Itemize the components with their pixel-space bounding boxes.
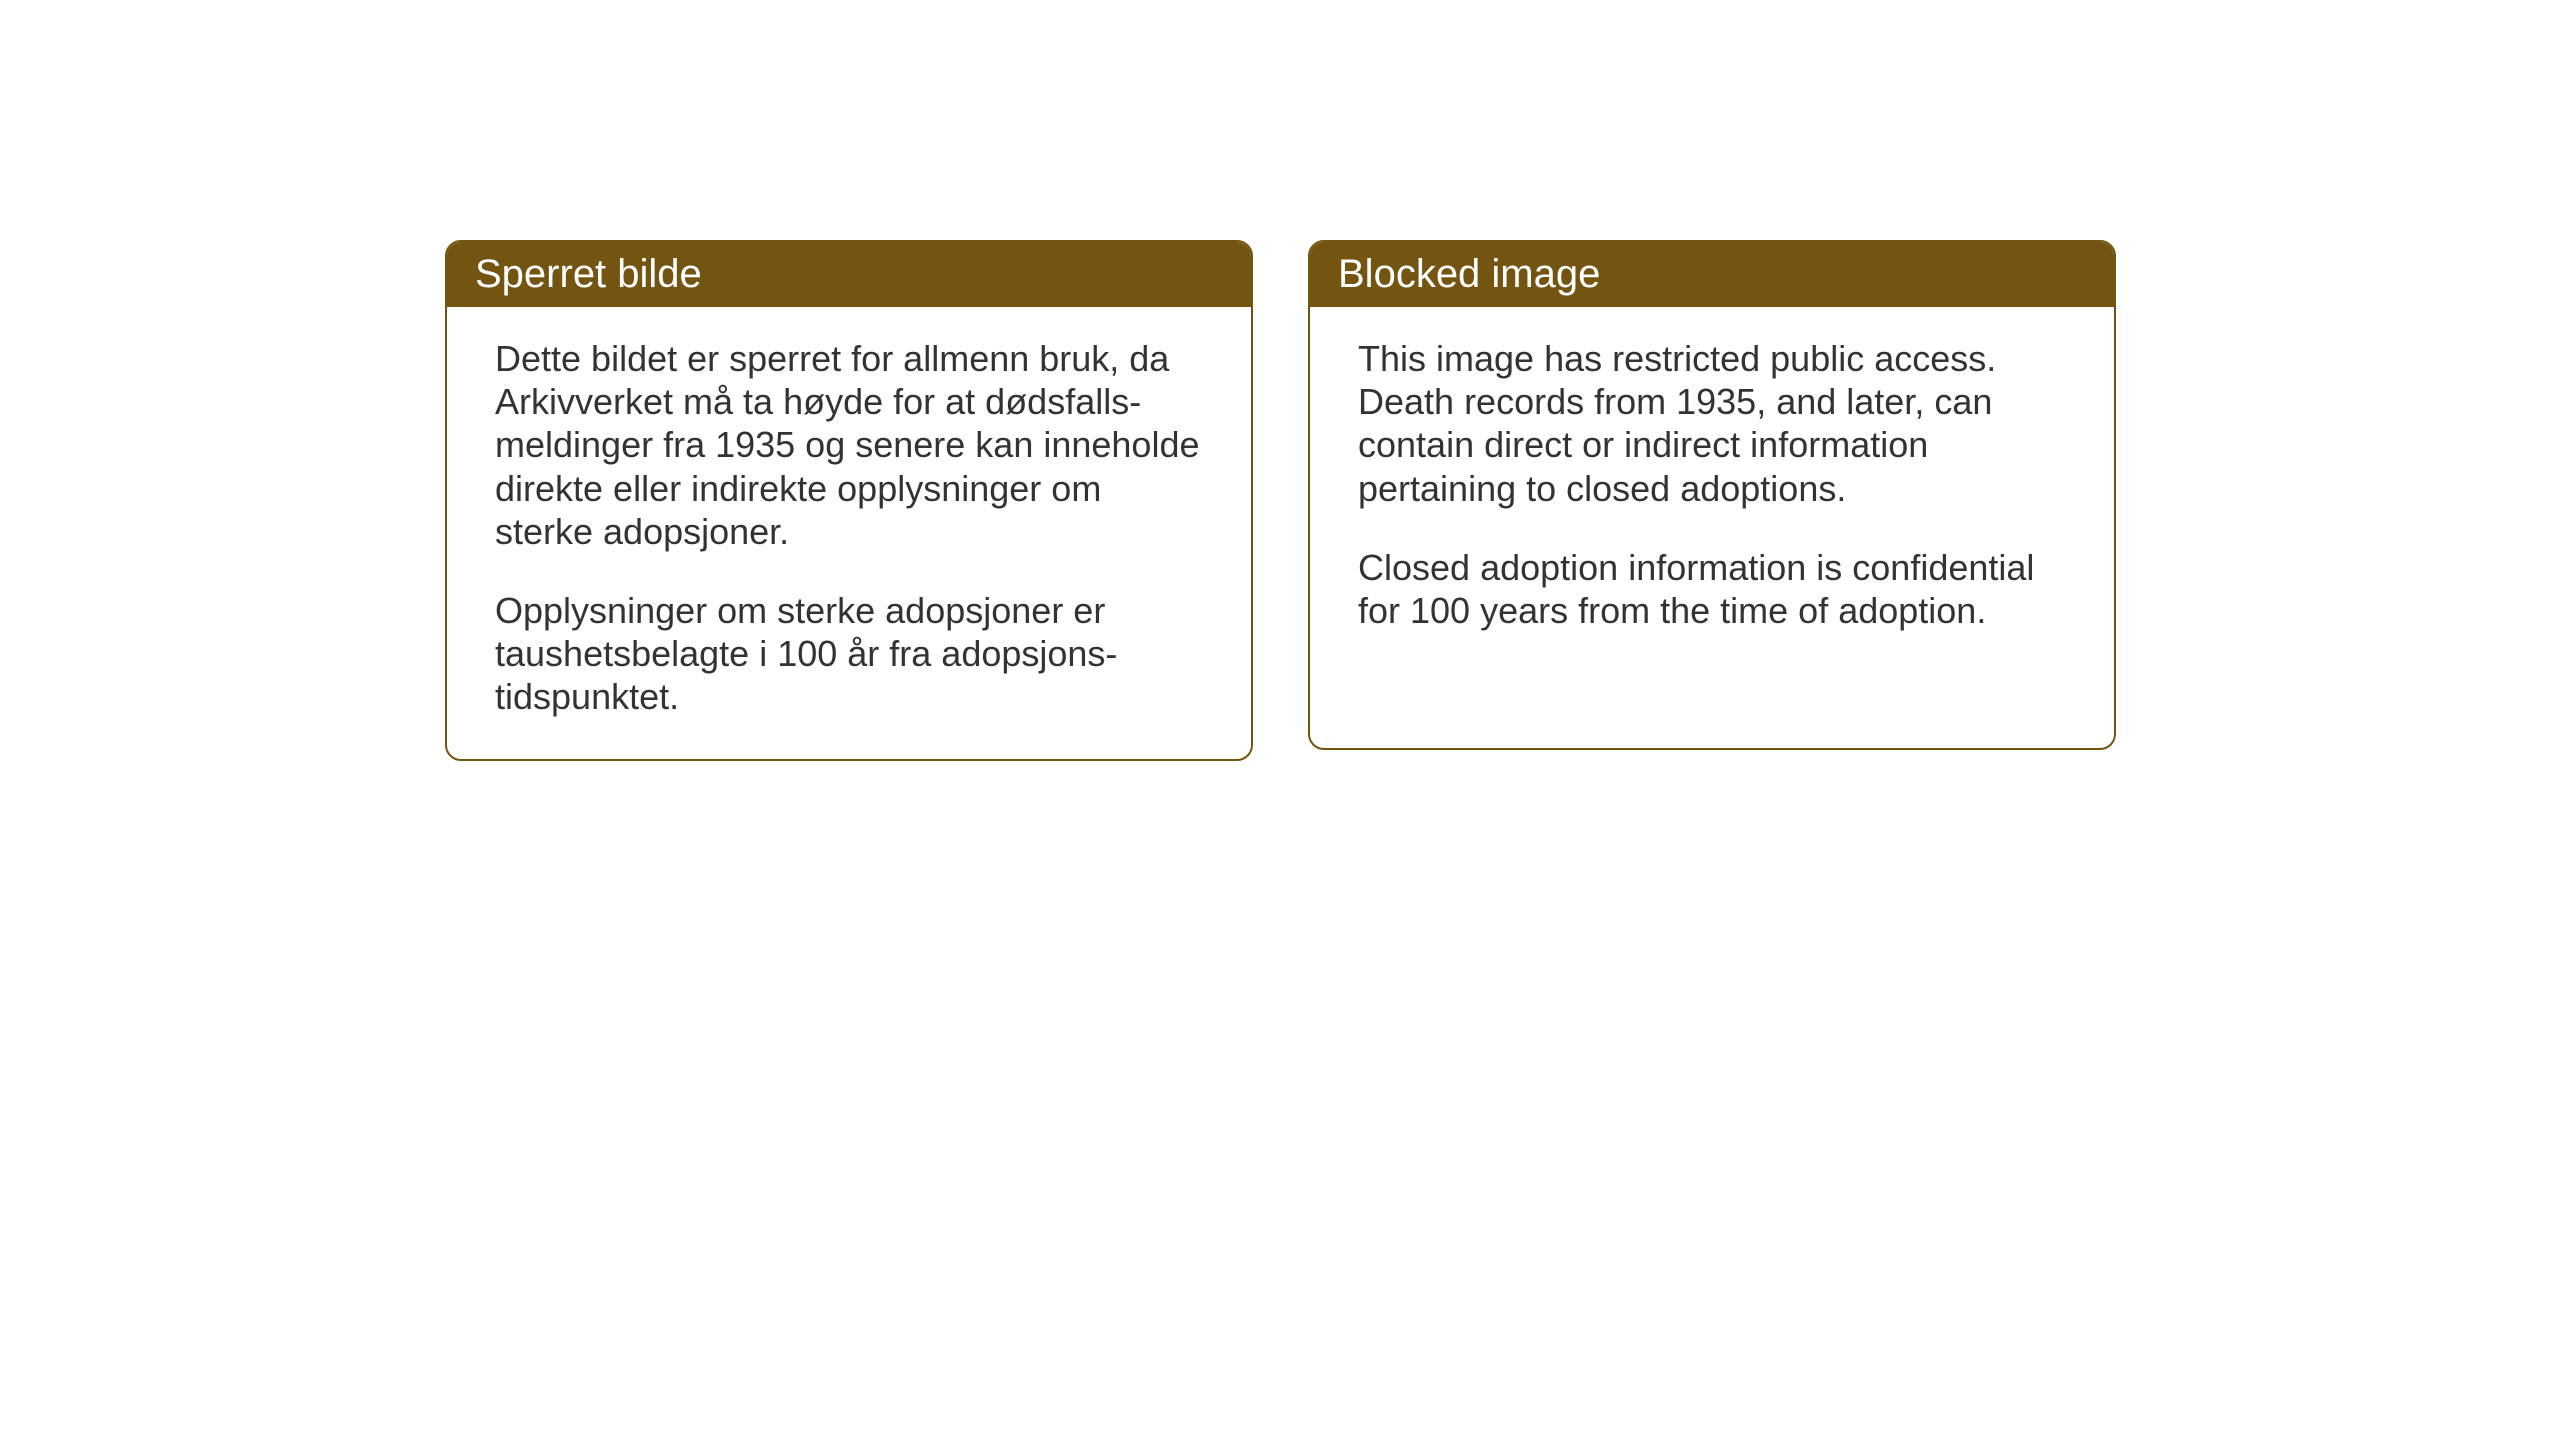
card-body-english: This image has restricted public access.…: [1310, 307, 2114, 672]
card-paragraph-2-norwegian: Opplysninger om sterke adopsjoner er tau…: [495, 589, 1203, 719]
notice-card-norwegian: Sperret bilde Dette bildet er sperret fo…: [445, 240, 1253, 761]
card-paragraph-2-english: Closed adoption information is confident…: [1358, 546, 2066, 632]
notice-card-english: Blocked image This image has restricted …: [1308, 240, 2116, 750]
card-paragraph-1-english: This image has restricted public access.…: [1358, 337, 2066, 510]
card-title-norwegian: Sperret bilde: [475, 252, 702, 296]
card-title-english: Blocked image: [1338, 252, 1600, 296]
card-paragraph-1-norwegian: Dette bildet er sperret for allmenn bruk…: [495, 337, 1203, 553]
notice-cards-container: Sperret bilde Dette bildet er sperret fo…: [445, 240, 2116, 761]
card-header-norwegian: Sperret bilde: [447, 242, 1251, 307]
card-body-norwegian: Dette bildet er sperret for allmenn bruk…: [447, 307, 1251, 759]
card-header-english: Blocked image: [1310, 242, 2114, 307]
